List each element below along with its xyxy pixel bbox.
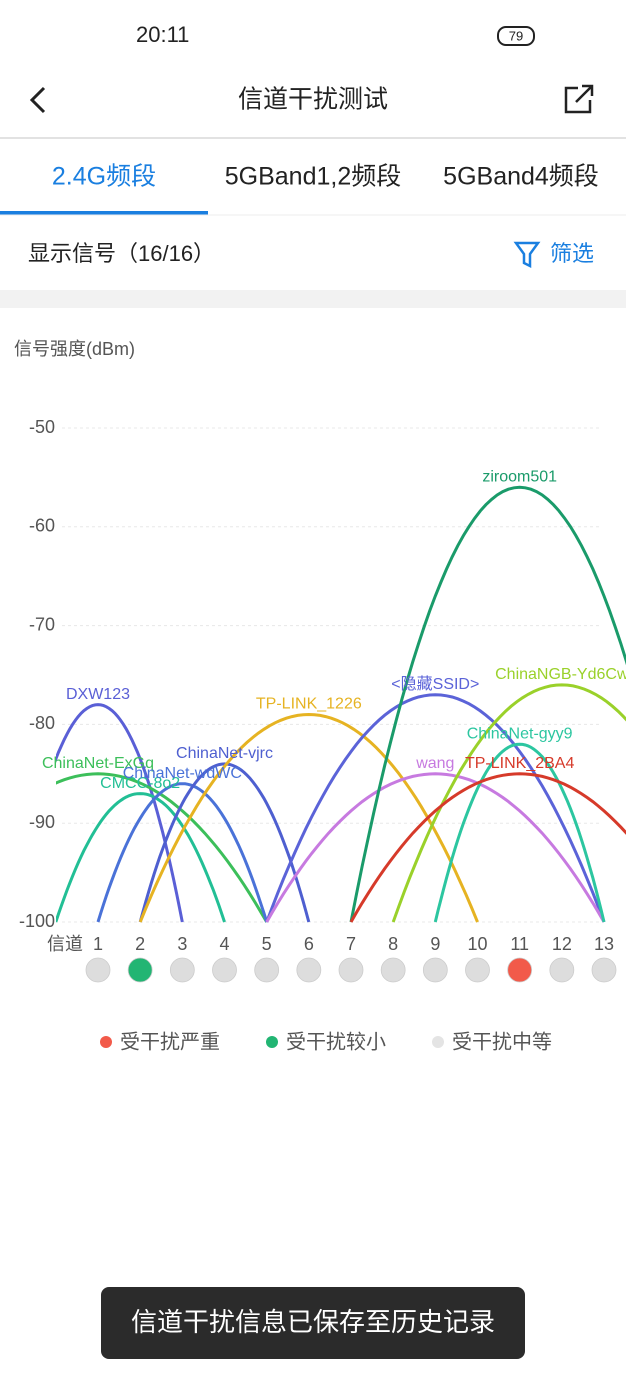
channel-indicator xyxy=(338,957,364,983)
separator xyxy=(0,290,626,308)
toast xyxy=(101,1287,525,1359)
x-tick-label: 7 xyxy=(346,934,356,954)
channel-indicator xyxy=(380,957,406,983)
legend-dot xyxy=(266,1036,278,1048)
filter-button[interactable]: 筛选 xyxy=(550,241,594,266)
network-label: TP-LINK_2BA4 xyxy=(465,755,574,772)
legend-dot xyxy=(100,1036,112,1048)
y-tick-label: -50 xyxy=(29,417,55,437)
channel-indicator xyxy=(127,957,153,983)
channel-indicator xyxy=(422,957,448,983)
signal-curve xyxy=(265,772,606,923)
x-tick-label: 8 xyxy=(388,934,398,954)
x-tick-label: 3 xyxy=(177,934,187,954)
y-axis-label: 信号强度(dBm) xyxy=(14,339,135,359)
network-label: ChinaNet-vjrc xyxy=(176,745,273,762)
x-tick-label: 9 xyxy=(430,934,440,954)
header-title: 信道干扰测试 xyxy=(238,86,388,114)
toast-text: 信道干扰信息已保存至历史记录 xyxy=(131,1307,495,1337)
legend-label: 受干扰较小 xyxy=(286,1030,386,1053)
tab-indicator xyxy=(0,211,208,215)
network-label: TP-LINK_1226 xyxy=(256,696,362,713)
signal-curve xyxy=(56,792,226,923)
y-tick-label: -80 xyxy=(29,713,55,733)
signal-curve xyxy=(138,762,311,923)
status-time: 20:11 xyxy=(136,22,189,47)
back-button[interactable] xyxy=(29,86,46,114)
x-tick-label: 6 xyxy=(304,934,314,954)
channel-indicator xyxy=(169,957,195,983)
legend-label: 受干扰严重 xyxy=(120,1030,220,1053)
signal-curve xyxy=(138,712,479,923)
channel-indicator xyxy=(549,957,575,983)
legend-dot xyxy=(432,1036,444,1048)
channel-indicator xyxy=(465,957,490,983)
network-label: ChinaNet-wdWC xyxy=(123,765,242,782)
signal-curve xyxy=(349,772,626,923)
tab[interactable]: 5GBand4频段 xyxy=(443,163,599,191)
network-label: CMCC-8o2 xyxy=(100,775,180,792)
filter-label: 显示信号（16/16） xyxy=(28,241,215,266)
x-tick-label: 12 xyxy=(552,934,572,954)
y-tick-label: -70 xyxy=(29,614,55,634)
plot-area xyxy=(56,485,626,923)
y-tick-label: -90 xyxy=(29,812,55,832)
network-label: <隐藏SSID> xyxy=(391,675,479,693)
battery-icon xyxy=(497,26,535,46)
signal-curve xyxy=(433,742,606,923)
channel-indicator xyxy=(507,957,533,983)
x-tick-label: 1 xyxy=(93,934,103,954)
channel-indicator xyxy=(591,957,617,983)
channel-indicator xyxy=(212,957,237,983)
y-tick-label: -60 xyxy=(29,516,55,536)
tab[interactable]: 5GBand1,2频段 xyxy=(225,163,402,191)
battery-level: 79 xyxy=(509,28,523,43)
x-tick-label: 10 xyxy=(467,934,487,954)
x-axis-label: 信道 xyxy=(47,934,83,954)
x-tick-label: 4 xyxy=(219,934,229,954)
signal-curve xyxy=(349,485,626,923)
network-label: DXW123 xyxy=(66,686,130,703)
x-tick-label: 5 xyxy=(262,934,272,954)
share-button[interactable] xyxy=(564,84,594,114)
signal-curve xyxy=(56,772,268,923)
filter-icon[interactable] xyxy=(513,241,541,269)
signal-curve xyxy=(96,782,269,923)
network-label: ziroom501 xyxy=(482,468,557,485)
network-label: ChinaNet-gyy9 xyxy=(467,725,573,742)
tab[interactable]: 2.4G频段 xyxy=(52,163,156,191)
network-label: wang xyxy=(415,755,454,772)
x-tick-label: 13 xyxy=(594,934,614,954)
signal-curve xyxy=(265,693,606,923)
network-label: ChinaNet-ExGq xyxy=(42,755,154,772)
signal-curve xyxy=(391,683,626,923)
channel-indicator xyxy=(296,957,322,983)
channel-indicator xyxy=(85,957,111,983)
network-label: ChinaNGB-Yd6Cw xyxy=(495,666,626,683)
x-tick-label: 11 xyxy=(510,934,529,954)
y-tick-label: -100 xyxy=(19,911,55,931)
x-tick-label: 2 xyxy=(135,934,145,954)
channel-indicator xyxy=(254,957,280,983)
legend-label: 受干扰中等 xyxy=(452,1030,552,1053)
